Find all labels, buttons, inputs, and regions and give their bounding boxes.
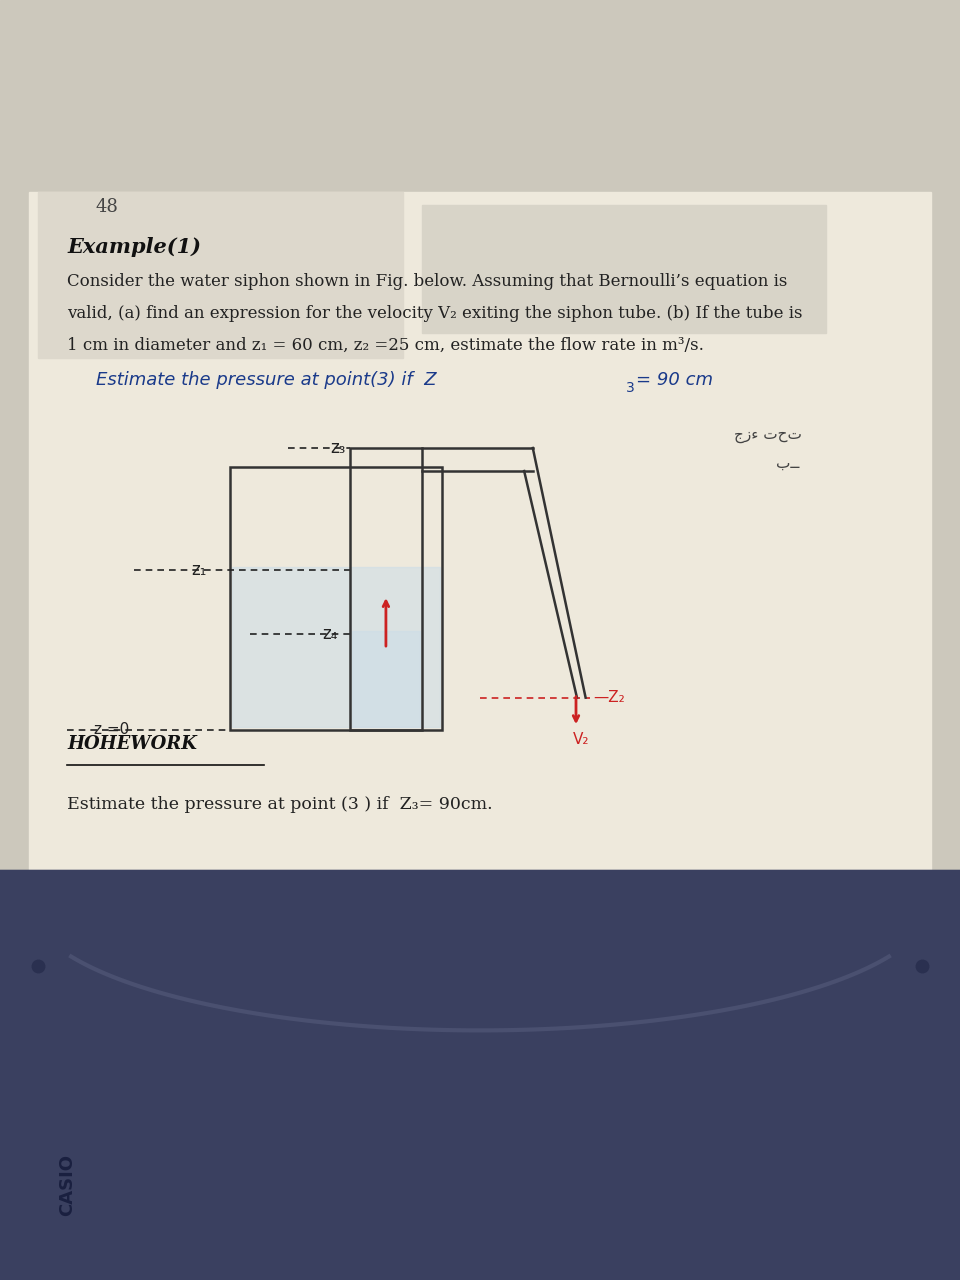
Text: z₁: z₁	[191, 561, 206, 579]
Text: z₄: z₄	[323, 625, 338, 643]
Bar	[352, 631, 420, 727]
Text: جزء تحت: جزء تحت	[734, 428, 802, 443]
Bar	[232, 567, 440, 727]
Text: 3: 3	[626, 381, 635, 396]
Bar	[350, 448, 422, 730]
Bar	[422, 205, 826, 333]
Bar	[29, 192, 931, 934]
Text: z₃: z₃	[330, 439, 346, 457]
Bar	[38, 192, 403, 358]
FancyBboxPatch shape	[0, 870, 960, 1280]
Text: —Z₂: —Z₂	[593, 690, 625, 705]
Text: Consider the water siphon shown in Fig. below. Assuming that Bernoulli’s equatio: Consider the water siphon shown in Fig. …	[67, 273, 787, 289]
Text: valid, (a) find an expression for the velocity V₂ exiting the siphon tube. (b) I: valid, (a) find an expression for the ve…	[67, 305, 803, 321]
Bar	[230, 467, 442, 730]
Bar	[0, 922, 960, 1280]
Text: = 90 cm: = 90 cm	[636, 371, 713, 389]
Text: 1 cm in diameter and z₁ = 60 cm, z₂ =25 cm, estimate the flow rate in m³/s.: 1 cm in diameter and z₁ = 60 cm, z₂ =25 …	[67, 337, 704, 353]
Text: Estimate the pressure at point (3 ) if  Z₃= 90cm.: Estimate the pressure at point (3 ) if Z…	[67, 796, 492, 813]
Text: z =0: z =0	[94, 722, 130, 737]
Text: V₂: V₂	[572, 732, 589, 748]
Text: Example(1): Example(1)	[67, 237, 202, 257]
Text: 48: 48	[96, 198, 119, 216]
Text: CASIO: CASIO	[59, 1155, 76, 1216]
Text: HOHEWORK: HOHEWORK	[67, 735, 197, 753]
Text: Estimate the pressure at point(3) if  Z: Estimate the pressure at point(3) if Z	[96, 371, 437, 389]
Text: بــ: بــ	[776, 456, 799, 471]
